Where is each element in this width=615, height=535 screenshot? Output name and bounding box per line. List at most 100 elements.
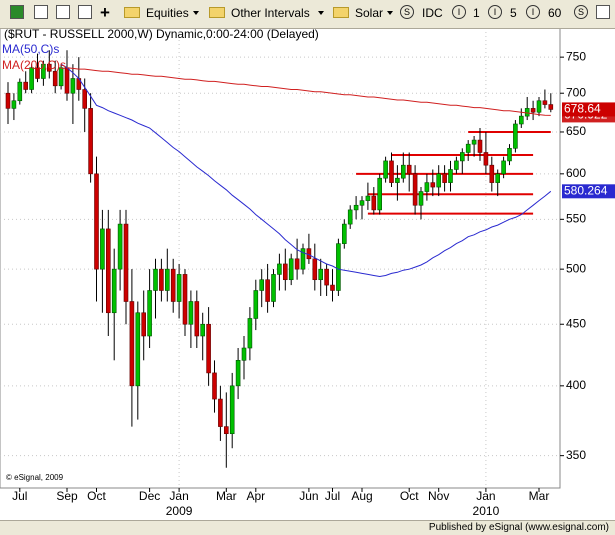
candle-body [406,164,412,175]
candle-body [106,228,111,314]
ma-last-value: 580.264 [564,183,608,197]
candle-body [336,243,341,291]
candle-body [448,169,453,183]
icon[interactable]: I [452,5,466,19]
candle-body [259,279,265,291]
candle-body [141,312,146,337]
moving-average [60,63,552,278]
candle-body [548,104,554,110]
x-tick-label: Jul [325,489,340,503]
folder-icon [124,7,140,18]
candle-body [483,152,489,166]
x-tick-label: Mar [529,489,550,503]
icon[interactable]: I [488,5,502,19]
candle-body [424,182,430,192]
candle-body [430,182,436,188]
candle-body [5,92,11,109]
chart-title: ($RUT - RUSSELL 2000,W) Dynamic,0:00-24:… [4,27,319,41]
candle-body [247,318,253,349]
candle-body [542,100,548,105]
candle-body [495,173,501,183]
icon[interactable] [596,5,610,19]
candle-body [117,223,123,270]
add-button[interactable]: + [100,3,110,22]
candle-body [94,173,99,270]
candle-body [418,191,424,206]
x-tick-label: Oct [400,489,419,503]
candle-body [454,160,459,170]
dropdown-arrow[interactable] [387,11,393,15]
icon[interactable] [56,5,70,19]
y-tick-label: 500 [566,261,586,275]
menu[interactable]: Other Intervals [231,6,310,20]
candle-body [477,139,483,153]
x-tick-label: Sep [56,489,78,503]
candle-body [489,164,495,183]
copyright: © eSignal, 2009 [6,473,64,482]
x-tick-label: Mar [216,489,237,503]
dropdown-arrow[interactable] [318,11,324,15]
folder-icon [333,7,349,18]
candle-body [330,284,335,291]
candle-body [288,258,294,281]
candle-body [82,89,87,109]
candle-body [100,228,105,270]
candle-body [312,258,318,281]
candle-body [318,268,324,281]
candle-body [188,301,194,325]
candle-body [111,268,117,314]
candle-body [377,177,383,211]
candle-body [271,274,276,302]
year-label: 2009 [166,504,193,518]
candle-body [123,223,129,302]
candle-body [194,301,200,337]
candle-body [35,67,40,79]
menu[interactable]: Solar [355,6,384,20]
candle-body [17,81,23,102]
y-tick-label: 450 [566,316,586,330]
candle-body [147,290,152,337]
candle-body [165,268,170,291]
candle-body [471,139,477,145]
icon[interactable]: S [574,5,588,19]
button[interactable]: 5 [510,6,517,20]
y-tick-label: 700 [566,85,586,99]
candle-body [324,268,329,286]
candle-body [135,312,141,387]
icon[interactable] [78,5,92,19]
button[interactable]: IDC [422,6,443,20]
candle-body [218,398,223,427]
x-tick-label: Jan [169,489,188,503]
candle-body [530,108,536,113]
candle-body [11,100,17,109]
button[interactable]: 60 [548,6,562,20]
candle-body [229,385,235,435]
y-tick-label: 650 [566,124,586,138]
candle-body [436,173,442,188]
ma-last-value-box [562,184,615,199]
y-tick-label: 350 [566,448,586,462]
candle-body [389,160,394,183]
candle-body [41,63,46,79]
x-tick-label: Oct [87,489,106,503]
menu[interactable]: Equities [146,6,189,20]
button[interactable]: 1 [473,6,480,20]
icon[interactable]: I [526,5,540,19]
toolbar: + Equities Other Intervals Solar S IDC I… [0,0,615,29]
candle-body [383,160,388,179]
candle-body [58,67,64,87]
dropdown-arrow[interactable] [193,11,199,15]
candle-body [513,123,518,149]
x-tick-label: Jan [476,489,495,503]
icon[interactable] [10,5,24,19]
candle-body [29,67,34,90]
candle-body [277,263,282,275]
candle-body [241,347,247,361]
candle-body [52,70,58,87]
icon[interactable] [34,5,48,19]
candle-body [371,195,377,211]
icon[interactable]: S [400,5,414,19]
candle-body [212,372,217,400]
candle-body [206,323,211,374]
